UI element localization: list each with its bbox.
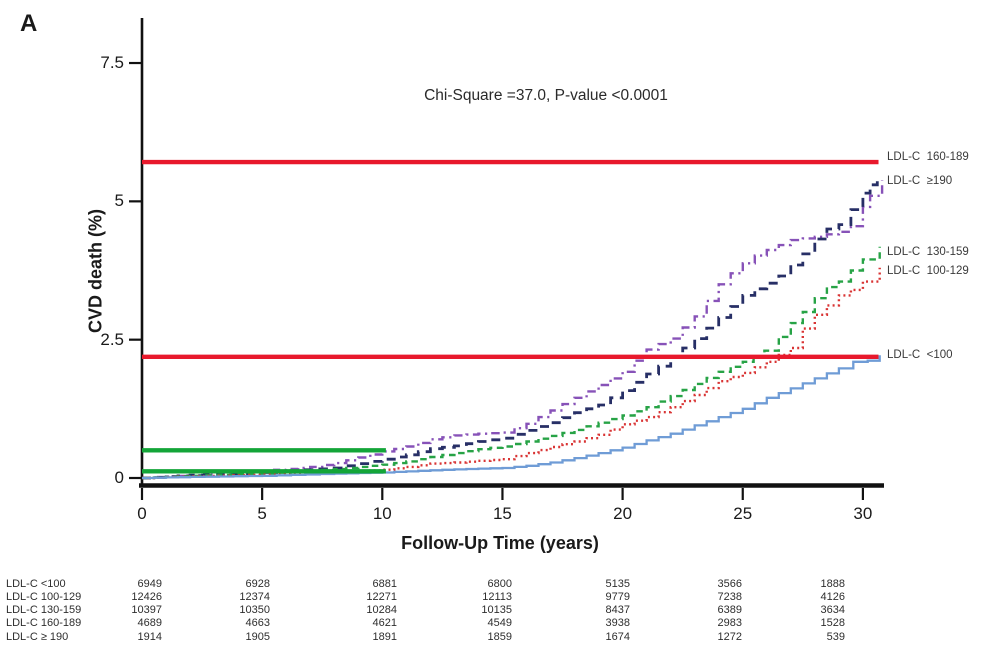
x-axis-title: Follow-Up Time (years) — [401, 533, 599, 553]
risk-count: 9779 — [605, 591, 630, 603]
risk-count: 1272 — [717, 631, 742, 643]
panel-letter: A — [20, 10, 38, 37]
risk-count: 12113 — [482, 591, 512, 603]
x-tick-label: 10 — [372, 504, 392, 523]
risk-count: 10284 — [366, 604, 397, 616]
x-tick-label: 0 — [137, 504, 147, 523]
y-tick-label: 7.5 — [100, 53, 124, 73]
y-tick-label: 0 — [114, 468, 124, 487]
risk-count: 1528 — [820, 617, 845, 629]
risk-row-label: LDL-C 100-129 — [6, 591, 82, 603]
risk-count: 4549 — [487, 617, 512, 629]
curve-ldl-c-100 — [142, 355, 881, 480]
risk-count: 2983 — [717, 617, 742, 629]
risk-count: 4621 — [372, 617, 397, 629]
risk-count: 12426 — [131, 591, 162, 603]
curve-ldl-c-190 — [142, 180, 884, 480]
risk-count: 1891 — [372, 631, 397, 643]
curve-label: LDL-C <100 — [887, 349, 953, 362]
risk-count: 1674 — [605, 631, 630, 643]
risk-count: 8437 — [605, 604, 630, 616]
risk-row-label: LDL-C ≥ 190 — [6, 631, 69, 643]
curve-label: LDL-C 160-189 — [887, 151, 969, 164]
risk-count: 10397 — [131, 604, 162, 616]
curve-ldl-c-160-189 — [142, 176, 879, 480]
risk-count: 12374 — [239, 591, 270, 603]
risk-count: 6800 — [487, 578, 512, 590]
curve-ldl-c-100-129 — [142, 267, 881, 480]
x-tick-label: 25 — [733, 504, 753, 523]
risk-count: 10350 — [239, 604, 270, 616]
risk-row-label: LDL-C 160-189 — [6, 617, 82, 629]
risk-count: 4689 — [137, 617, 162, 629]
risk-count: 10135 — [481, 604, 512, 616]
x-tick-label: 20 — [613, 504, 633, 523]
risk-count: 5135 — [605, 578, 630, 590]
risk-count: 1888 — [820, 578, 845, 590]
risk-count: 1905 — [245, 631, 270, 643]
risk-count: 3566 — [717, 578, 742, 590]
risk-count: 4663 — [245, 617, 270, 629]
risk-row-label: LDL-C 130-159 — [6, 604, 82, 616]
chi-square-annotation: Chi-Square =37.0, P-value <0.0001 — [424, 87, 668, 104]
curve-label: LDL-C 130-159 — [887, 245, 969, 258]
x-tick-label: 30 — [853, 504, 873, 523]
risk-count: 3634 — [820, 604, 845, 616]
risk-count: 3938 — [605, 617, 630, 629]
curve-label: LDL-C 100-129 — [887, 265, 969, 278]
risk-row-label: LDL-C <100 — [6, 578, 66, 590]
y-tick-label: 5 — [114, 191, 124, 211]
risk-count: 6949 — [137, 578, 162, 590]
risk-count: 4126 — [820, 591, 845, 603]
risk-count: 1914 — [137, 631, 162, 643]
risk-count: 7238 — [717, 591, 742, 603]
x-tick-label: 15 — [492, 504, 512, 523]
y-axis-title: CVD death (%) — [85, 208, 106, 334]
x-tick-label: 5 — [257, 504, 267, 523]
curve-label: LDL-C ≥190 — [887, 174, 953, 187]
risk-count: 6881 — [372, 578, 397, 590]
risk-count: 6928 — [245, 578, 270, 590]
risk-count: 539 — [826, 631, 845, 643]
y-tick-label: 2.5 — [100, 329, 124, 349]
risk-count: 6389 — [717, 604, 742, 616]
risk-count: 12271 — [366, 591, 397, 603]
risk-count: 1859 — [487, 631, 512, 643]
curve-ldl-c-130-159 — [142, 246, 881, 480]
